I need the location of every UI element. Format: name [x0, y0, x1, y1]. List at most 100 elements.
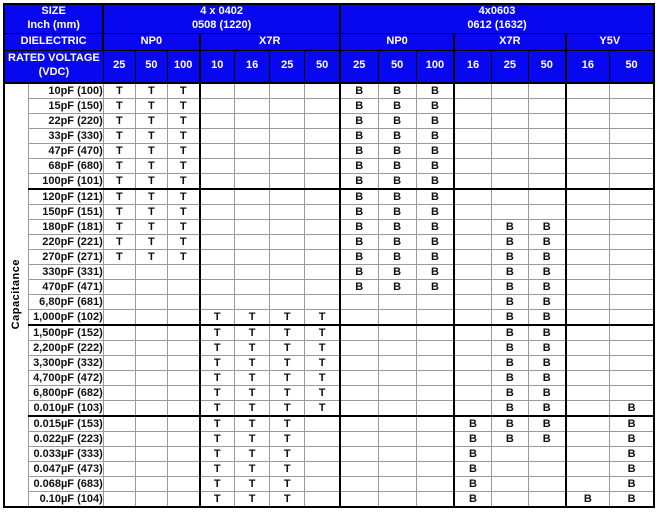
availability-cell: [564, 384, 611, 401]
availability-cell: B: [377, 127, 417, 144]
availability-cell: [564, 278, 611, 295]
availability-cell: T: [304, 308, 341, 326]
availability-cell: B: [609, 475, 655, 492]
table-row: Capacitance 10pF (100) T T T B B B: [3, 82, 655, 507]
availability-cell: [102, 293, 136, 310]
availability-cell: B: [338, 82, 379, 99]
availability-cell: [198, 82, 236, 99]
availability-cell: [269, 157, 306, 174]
availability-cell: B: [527, 399, 567, 417]
availability-cell: [609, 97, 655, 114]
availability-cell: [453, 218, 492, 235]
availability-cell: [304, 475, 341, 492]
voltage-col-header: 50: [527, 49, 567, 84]
availability-cell: B: [527, 369, 567, 386]
availability-cell: T: [304, 384, 341, 401]
availability-cell: T: [198, 399, 236, 417]
availability-cell: [564, 430, 611, 447]
table-row: 1,000pF (102) T T T T B B: [4, 308, 655, 326]
availability-cell: B: [377, 203, 417, 220]
voltage-col-header: 16: [564, 49, 611, 84]
table-row: 47pF (470) T T T B B B: [4, 142, 655, 159]
availability-cell: [377, 490, 417, 507]
availability-cell: [198, 233, 236, 250]
availability-cell: B: [338, 263, 379, 280]
row-label: 180pF (181): [27, 218, 104, 235]
availability-cell: B: [490, 233, 529, 250]
availability-cell: [453, 293, 492, 310]
row-label: 120pF (121): [27, 188, 104, 205]
availability-cell: [234, 188, 271, 205]
availability-cell: B: [377, 278, 417, 295]
availability-cell: B: [453, 430, 492, 447]
availability-cell: [198, 263, 236, 280]
availability-cell: [338, 324, 379, 341]
availability-cell: [453, 97, 492, 114]
availability-cell: [102, 430, 136, 447]
row-label: 10pF (100): [27, 82, 104, 99]
availability-cell: B: [490, 339, 529, 356]
availability-cell: B: [490, 218, 529, 235]
availability-cell: T: [134, 203, 168, 220]
availability-cell: [269, 203, 306, 220]
availability-cell: B: [527, 430, 567, 447]
availability-cell: T: [166, 142, 201, 159]
availability-cell: T: [198, 308, 236, 326]
availability-cell: [490, 97, 529, 114]
table-row: 22pF (220) T T T B B B: [4, 112, 655, 129]
availability-cell: [415, 384, 455, 401]
availability-cell: [564, 263, 611, 280]
availability-cell: [134, 415, 168, 432]
availability-cell: T: [134, 218, 168, 235]
availability-cell: [609, 112, 655, 129]
availability-cell: B: [490, 278, 529, 295]
availability-cell: [338, 430, 379, 447]
table-row: 470pF (471) B B B B B: [4, 278, 655, 295]
availability-cell: T: [198, 324, 236, 341]
availability-cell: [304, 188, 341, 205]
size-label: SIZE: [41, 5, 66, 17]
availability-cell: [134, 354, 168, 371]
availability-cell: [415, 339, 455, 356]
availability-cell: T: [166, 112, 201, 129]
availability-cell: T: [269, 369, 306, 386]
availability-cell: [609, 339, 655, 356]
availability-cell: [338, 308, 379, 326]
dielectric-x7r-0402: X7R: [198, 32, 341, 51]
availability-cell: T: [198, 490, 236, 507]
availability-cell: T: [166, 188, 201, 205]
availability-cell: [269, 188, 306, 205]
availability-cell: [377, 293, 417, 310]
availability-cell: T: [269, 384, 306, 401]
table-row: 33pF (330) T T T B B B: [4, 127, 655, 144]
availability-cell: [453, 188, 492, 205]
availability-cell: [415, 490, 455, 507]
availability-cell: [166, 324, 201, 341]
availability-cell: [527, 112, 567, 129]
availability-cell: [490, 490, 529, 507]
availability-cell: B: [527, 293, 567, 310]
availability-cell: [564, 293, 611, 310]
availability-cell: [564, 112, 611, 129]
availability-cell: [166, 460, 201, 477]
voltage-col-header: 100: [166, 49, 201, 84]
row-label: 33pF (330): [27, 127, 104, 144]
availability-cell: [453, 157, 492, 174]
availability-cell: B: [338, 142, 379, 159]
availability-cell: [269, 233, 306, 250]
availability-cell: [338, 490, 379, 507]
availability-cell: [102, 263, 136, 280]
availability-cell: B: [490, 430, 529, 447]
availability-cell: [490, 188, 529, 205]
availability-cell: [527, 188, 567, 205]
row-label: 1,000pF (102): [27, 308, 104, 326]
table-row: 1,500pF (152) T T T T B B: [4, 324, 655, 341]
availability-cell: [304, 82, 341, 99]
availability-cell: T: [166, 233, 201, 250]
availability-cell: [198, 278, 236, 295]
availability-cell: T: [102, 142, 136, 159]
row-label: 270pF (271): [27, 248, 104, 265]
availability-cell: T: [234, 384, 271, 401]
availability-cell: [338, 384, 379, 401]
availability-cell: [415, 445, 455, 462]
